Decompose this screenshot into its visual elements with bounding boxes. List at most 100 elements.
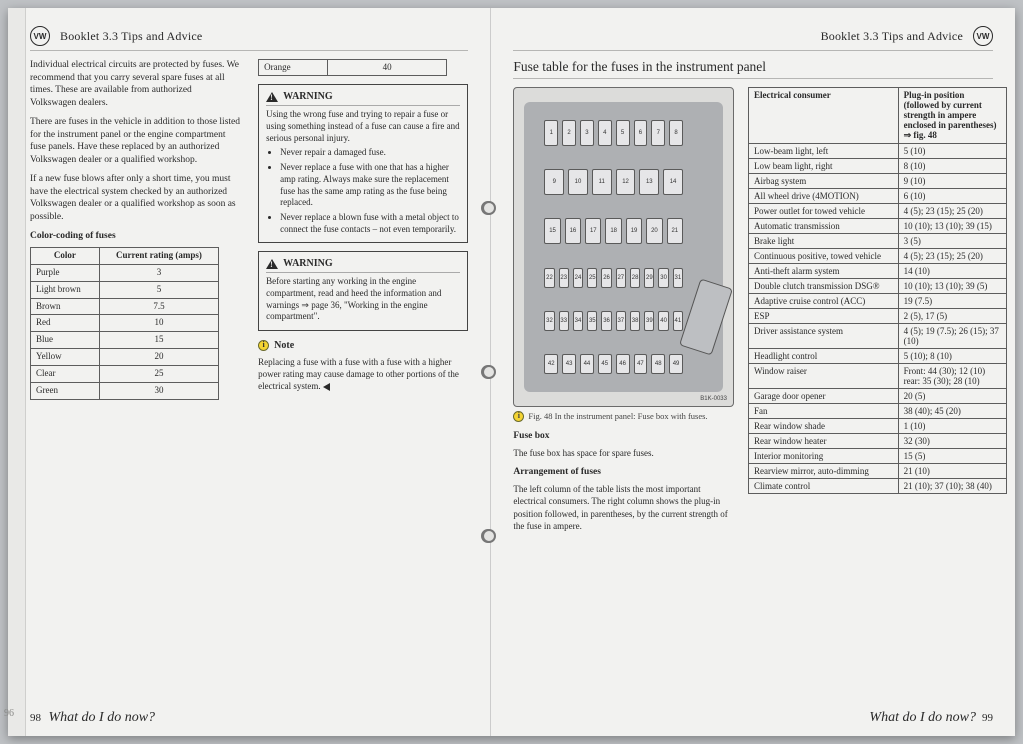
fuse-slot: 23 — [559, 268, 569, 288]
table-row: Rear window shade1 (10) — [748, 419, 1006, 434]
fuse-slot: 33 — [559, 311, 569, 331]
table-cell: Anti-theft alarm system — [748, 264, 898, 279]
footer-question: What do I do now? — [49, 710, 156, 725]
warning-triangle-icon — [266, 92, 278, 102]
fuse-slot: 20 — [646, 218, 662, 244]
fuse-slot: 18 — [605, 218, 621, 244]
table-cell: 3 — [99, 264, 218, 281]
table-cell: 7.5 — [99, 298, 218, 315]
table-row: Anti-theft alarm system14 (10) — [748, 264, 1006, 279]
table-cell: 10 — [99, 315, 218, 332]
fuse-slot: 2 — [562, 120, 576, 146]
table-row: Driver assistance system4 (5); 19 (7.5);… — [748, 324, 1006, 349]
table-cell: Automatic transmission — [748, 219, 898, 234]
table-cell: 8 (10) — [898, 159, 1006, 174]
warning-title: WARNING — [283, 90, 332, 103]
table-row: Garage door opener20 (5) — [748, 389, 1006, 404]
table-row: Power outlet for towed vehicle4 (5); 23 … — [748, 204, 1006, 219]
running-head-right: Booklet 3.3 Tips and Advice VW — [513, 26, 993, 51]
table-row: Red10 — [31, 315, 219, 332]
table-cell: Clear — [31, 366, 100, 383]
table-cell: 1 (10) — [898, 419, 1006, 434]
table-cell: Low beam light, right — [748, 159, 898, 174]
fuse-row: 22232425262728293031 — [544, 268, 683, 288]
table-cell: 15 (5) — [898, 449, 1006, 464]
table-cell: Continuous positive, towed vehicle — [748, 249, 898, 264]
intro-para: Individual electrical circuits are prote… — [30, 59, 240, 109]
page-left: 96 VW Booklet 3.3 Tips and Advice Indivi… — [8, 8, 491, 736]
table-row: Adaptive cruise control (ACC)19 (7.5) — [748, 294, 1006, 309]
warning-bullet: Never replace a fuse with one that has a… — [280, 162, 460, 209]
fuse-row: 32333435363738394041 — [544, 311, 683, 331]
table-row: Climate control21 (10); 37 (10); 38 (40) — [748, 479, 1006, 494]
fuse-slot: 12 — [616, 169, 636, 195]
fuse-slot: 25 — [587, 268, 597, 288]
table-cell: 20 (5) — [898, 389, 1006, 404]
right-left-column: 1234567891011121314151617181920212223242… — [513, 87, 734, 539]
table-row: Fan38 (40); 45 (20) — [748, 404, 1006, 419]
table-row: Brown7.5 — [31, 298, 219, 315]
table-cell: 4 (5); 19 (7.5); 26 (15); 37 (10) — [898, 324, 1006, 349]
table-cell: 4 (5); 23 (15); 25 (20) — [898, 249, 1006, 264]
table-cell: Double clutch transmission DSG® — [748, 279, 898, 294]
fuse-slot: 39 — [644, 311, 654, 331]
table-cell: Rearview mirror, auto-dimming — [748, 464, 898, 479]
table-row: Continuous positive, towed vehicle4 (5);… — [748, 249, 1006, 264]
table-cell: Low-beam light, left — [748, 144, 898, 159]
color-th: Color — [31, 247, 100, 264]
note-dot-icon: i — [258, 340, 269, 351]
table-cell: Orange — [259, 59, 328, 76]
warning-bullet: Never replace a blown fuse with a metal … — [280, 212, 460, 235]
table-cell: Light brown — [31, 281, 100, 298]
table-row: Headlight control5 (10); 8 (10) — [748, 349, 1006, 364]
table-cell: 3 (5) — [898, 234, 1006, 249]
table-cell: 2 (5), 17 (5) — [898, 309, 1006, 324]
intro-para: If a new fuse blows after only a short t… — [30, 173, 240, 223]
table-cell: Power outlet for towed vehicle — [748, 204, 898, 219]
table-cell: Brake light — [748, 234, 898, 249]
table-row: Purple3 — [31, 264, 219, 281]
table-cell: 19 (7.5) — [898, 294, 1006, 309]
table-cell: Climate control — [748, 479, 898, 494]
table-row: Airbag system9 (10) — [748, 174, 1006, 189]
table-cell: 14 (10) — [898, 264, 1006, 279]
table-cell: 21 (10) — [898, 464, 1006, 479]
fuse-slot: 49 — [669, 354, 683, 374]
table-cell: Red — [31, 315, 100, 332]
table-cell: Rear window heater — [748, 434, 898, 449]
fuse-box-body: The fuse box has space for spare fuses. — [513, 447, 734, 459]
right-right-column: Electrical consumer Plug-in position (fo… — [748, 87, 1007, 539]
fuse-slot: 34 — [573, 311, 583, 331]
table-row: Rear window heater32 (30) — [748, 434, 1006, 449]
table-cell: 25 — [99, 366, 218, 383]
table-cell: 20 — [99, 349, 218, 366]
fuse-box-diagram: 1234567891011121314151617181920212223242… — [513, 87, 734, 407]
table-row: Brake light3 (5) — [748, 234, 1006, 249]
table-row: Orange40 — [259, 59, 447, 76]
fuse-slot: 45 — [598, 354, 612, 374]
fuse-slot: 21 — [667, 218, 683, 244]
fuse-slot: 41 — [673, 311, 683, 331]
section-title: Fuse table for the fuses in the instrume… — [513, 59, 993, 79]
fuse-slot: 24 — [573, 268, 583, 288]
warning-title: WARNING — [283, 257, 332, 270]
fuse-slot: 43 — [562, 354, 576, 374]
fuse-slot: 3 — [580, 120, 594, 146]
vw-logo-icon: VW — [30, 26, 50, 46]
table-row: Interior monitoring15 (5) — [748, 449, 1006, 464]
note-body: Replacing a fuse with a fuse with a fuse… — [258, 357, 459, 391]
table-row: Yellow20 — [31, 349, 219, 366]
fuse-th-position: Plug-in position (followed by current st… — [898, 88, 1006, 144]
note-block: i Note Replacing a fuse with a fuse with… — [258, 339, 468, 393]
fuse-slot: 1 — [544, 120, 558, 146]
fuse-slot: 13 — [639, 169, 659, 195]
fuse-slot: 15 — [544, 218, 560, 244]
table-row: All wheel drive (4MOTION)6 (10) — [748, 189, 1006, 204]
table-row: Low-beam light, left5 (10) — [748, 144, 1006, 159]
footer-left: 98 What do I do now? — [30, 710, 155, 726]
table-row: ESP2 (5), 17 (5) — [748, 309, 1006, 324]
table-cell: Fan — [748, 404, 898, 419]
footer-right: What do I do now? 99 — [869, 710, 993, 726]
amps-th: Current rating (amps) — [99, 247, 218, 264]
table-row: Rearview mirror, auto-dimming21 (10) — [748, 464, 1006, 479]
